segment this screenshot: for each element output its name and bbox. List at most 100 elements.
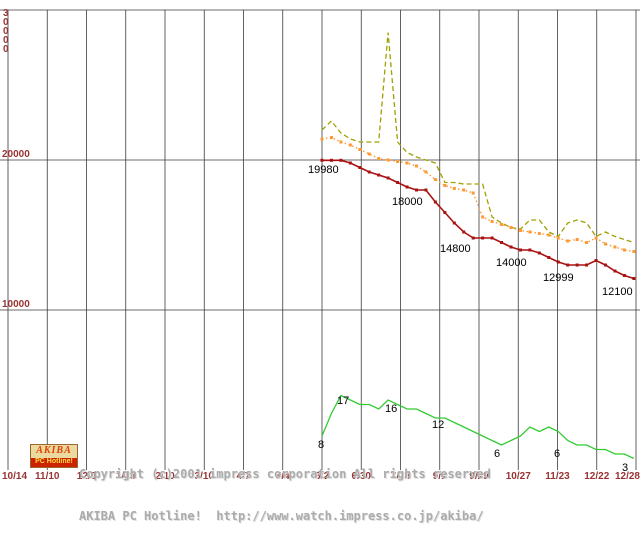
series-marker [556, 260, 560, 264]
series-marker [509, 245, 513, 249]
x-tick-label: 3/10 [195, 471, 215, 480]
series-marker [452, 187, 456, 190]
series-marker [613, 269, 617, 273]
series-marker [518, 229, 522, 232]
y-tick-label: 20000 [2, 149, 30, 160]
series-marker [500, 241, 504, 244]
y-tick-label: 10000 [2, 299, 30, 310]
series-marker [481, 236, 485, 240]
data-label: 14800 [440, 243, 471, 255]
series-marker [396, 181, 400, 184]
series-marker [320, 137, 324, 141]
data-label: 12100 [602, 286, 633, 298]
series-marker [481, 215, 485, 219]
data-label: 16 [385, 403, 397, 415]
series-marker [537, 251, 541, 255]
logo-bottom-text: PC Hotline! [31, 458, 77, 467]
series-marker [433, 200, 437, 204]
x-tick-label: 4/7 [237, 471, 251, 480]
data-label: 19980 [308, 164, 339, 176]
data-label: 6 [554, 448, 560, 460]
series-marker [396, 160, 400, 163]
series-marker [367, 170, 371, 174]
series-shop-count [321, 394, 635, 460]
series-marker [415, 164, 418, 168]
data-label: 18000 [392, 196, 423, 208]
series-marker [405, 161, 409, 165]
series-marker [348, 161, 352, 165]
series-marker [622, 274, 626, 277]
series-marker [613, 245, 617, 249]
copyright-line-1: Copyright (c)2001 impress corporation Al… [79, 467, 491, 481]
series-marker [339, 140, 343, 144]
price-history-chart-page: AKIBA PC Hotline! Copyright (c)2001 impr… [0, 8, 640, 523]
copyright-line-2: AKIBA PC Hotline! http://www.watch.impre… [79, 509, 484, 523]
series-marker [329, 158, 333, 162]
series-marker [386, 176, 390, 180]
series-marker [415, 188, 418, 192]
series-highest-price [321, 32, 634, 244]
series-marker [632, 250, 636, 253]
series-marker [424, 188, 428, 192]
series-marker [604, 263, 607, 267]
series-marker [358, 166, 362, 169]
series-marker [566, 239, 570, 243]
x-tick-label: 10/14 [2, 471, 27, 480]
series-marker [339, 158, 343, 162]
data-label: 12 [432, 419, 444, 431]
series-marker [585, 263, 589, 267]
x-tick-label: 12/22 [584, 471, 609, 480]
x-tick-label: 11/23 [545, 471, 570, 480]
series-marker [462, 188, 466, 192]
x-tick-label: 6/30 [352, 471, 372, 480]
series-marker [367, 152, 371, 156]
series-marker [405, 185, 409, 189]
series-average-price [321, 136, 634, 253]
x-tick-label: 6/2 [315, 471, 329, 480]
series-marker [490, 220, 494, 223]
x-tick-label: 2/10 [155, 471, 175, 480]
series-marker [585, 241, 589, 244]
series-lowest-price [322, 159, 635, 280]
series-marker [528, 248, 532, 252]
x-tick-label: 7/28 [391, 471, 411, 480]
series-marker [329, 136, 333, 139]
series-marker [547, 256, 551, 259]
series-marker [632, 277, 636, 280]
x-tick-label: 12/9 [77, 471, 97, 480]
series-marker [433, 178, 437, 181]
series-marker [594, 259, 598, 262]
series-marker [518, 248, 522, 252]
series-marker [622, 248, 626, 252]
series-marker [537, 232, 541, 235]
data-label: 12999 [543, 272, 574, 284]
series-marker [471, 191, 475, 195]
x-tick-label: 9/1 [433, 471, 447, 480]
data-label: 14000 [496, 257, 527, 269]
series-marker [377, 157, 381, 160]
price-chart-svg: 10/14 11/10 12/9 1/13 2/10 3/10 4/7 5/4 6/2 6/30 7… [0, 8, 640, 480]
data-label: 17 [337, 395, 349, 407]
data-label: 6 [494, 448, 500, 460]
series-marker [471, 236, 475, 240]
series-marker [320, 158, 324, 162]
akiba-pc-hotline-logo: AKIBA PC Hotline! [30, 444, 78, 468]
series-marker [490, 236, 494, 240]
series-marker [377, 173, 381, 177]
data-label: 8 [318, 439, 324, 451]
series-marker [594, 236, 598, 240]
series-marker [575, 238, 579, 241]
series-marker [462, 230, 466, 234]
series-marker [509, 226, 513, 229]
series-marker [500, 223, 504, 226]
x-tick-label: 10/27 [506, 471, 531, 480]
series-marker [566, 263, 570, 267]
series-marker [556, 236, 560, 240]
series-marker [575, 263, 579, 267]
data-label: 3 [622, 462, 628, 474]
x-tick-label: 9/29 [469, 471, 489, 480]
series-marker [386, 158, 390, 162]
series-marker [528, 230, 532, 234]
series-marker [424, 170, 428, 174]
